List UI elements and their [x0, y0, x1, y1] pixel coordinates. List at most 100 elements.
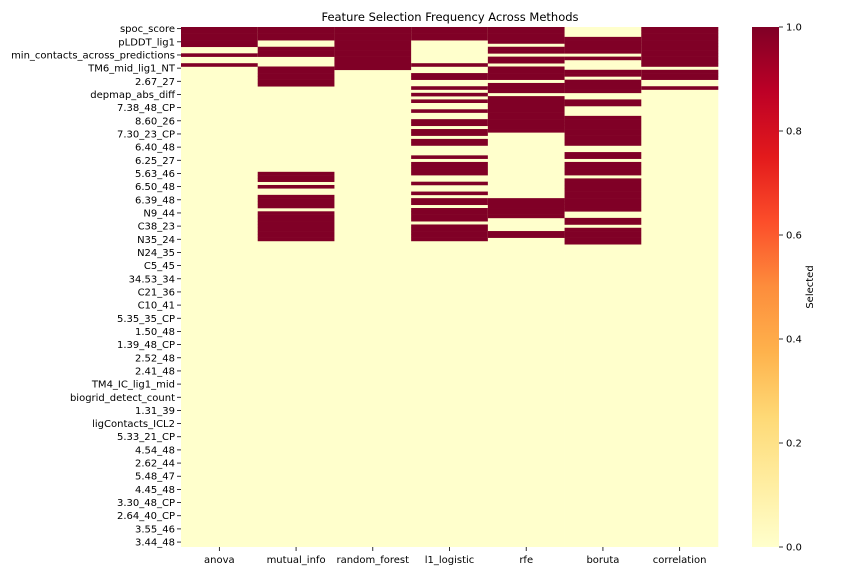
selected-cell: [411, 119, 489, 123]
selected-cell: [411, 191, 489, 196]
selected-cell: [564, 181, 642, 186]
y-tick-label: 8.60_26: [135, 116, 175, 127]
column-random-forest: [334, 27, 412, 547]
selected-cell: [334, 59, 412, 64]
y-tick-label: 2.64_40_CP: [117, 511, 175, 522]
selected-cell: [411, 92, 489, 97]
selected-cell: [487, 59, 565, 64]
selected-cell: [487, 36, 565, 41]
x-tick-label: l1_logistic: [425, 555, 475, 566]
colorbar-ticks: 0.0 0.2 0.4 0.6 0.8 1.0: [779, 23, 802, 554]
selected-cell: [181, 30, 259, 34]
selected-cell: [334, 50, 412, 54]
selected-cell: [411, 138, 489, 143]
selected-cell: [487, 119, 565, 123]
selected-cell: [257, 227, 335, 232]
selected-cell: [411, 165, 489, 169]
y-tick-label: C10_41: [138, 301, 175, 312]
selected-cell: [641, 76, 719, 80]
selected-cell: [257, 178, 335, 182]
selected-cell: [564, 99, 642, 103]
selected-cell: [487, 46, 565, 51]
selected-cell: [641, 50, 719, 54]
y-tick-label: 2.62_44: [135, 459, 175, 470]
selected-cell: [641, 59, 719, 64]
selected-cell: [641, 46, 719, 51]
selected-cell: [257, 171, 335, 176]
selected-cell: [257, 46, 335, 51]
selected-cell: [411, 63, 489, 67]
selected-cell: [257, 194, 335, 199]
selected-cell: [564, 152, 642, 156]
selected-cell: [411, 214, 489, 219]
selected-cell: [181, 43, 259, 48]
selected-cell: [181, 33, 259, 38]
selected-cell: [334, 46, 412, 51]
selected-cell: [411, 132, 489, 136]
selected-cell: [334, 36, 412, 41]
y-tick-label: 5.33_21_CP: [117, 432, 175, 443]
selected-cell: [257, 231, 335, 235]
selected-cell: [564, 129, 642, 133]
y-tick-label: N24_35: [137, 248, 175, 259]
selected-cell: [257, 237, 335, 242]
selected-cell: [564, 135, 642, 140]
selected-cell: [334, 33, 412, 38]
y-tick-label: 3.30_48_CP: [117, 498, 175, 509]
y-tick-label: 2.41_48: [135, 366, 175, 377]
selected-cell: [257, 221, 335, 225]
selected-cell: [641, 73, 719, 77]
selected-cell: [487, 105, 565, 110]
colorbar-tick-label: 0.4: [786, 335, 802, 346]
selected-cell: [487, 40, 565, 44]
selected-cell: [411, 73, 489, 77]
selected-cell: [257, 66, 335, 71]
selected-cell: [411, 237, 489, 242]
selected-cell: [487, 50, 565, 54]
selected-cell: [257, 234, 335, 238]
selected-cell: [564, 115, 642, 120]
selected-cell: [564, 194, 642, 199]
selected-cell: [334, 56, 412, 61]
y-tick-label: TM4_IC_lig1_mid: [91, 380, 175, 391]
selected-cell: [564, 191, 642, 196]
selected-cell: [257, 33, 335, 38]
selected-cell: [257, 201, 335, 206]
selected-cell: [411, 168, 489, 173]
selected-cell: [641, 33, 719, 38]
selected-cell: [564, 56, 642, 61]
selected-cell: [564, 40, 642, 44]
selected-cell: [564, 142, 642, 146]
selected-cell: [487, 56, 565, 61]
selected-cell: [257, 30, 335, 34]
selected-cell: [257, 198, 335, 202]
selected-cell: [487, 208, 565, 212]
selected-cell: [564, 69, 642, 74]
selected-cell: [411, 155, 489, 159]
selected-cell: [641, 63, 719, 67]
selected-cell: [487, 66, 565, 71]
selected-cell: [564, 188, 642, 192]
selected-cell: [487, 112, 565, 117]
selected-cell: [257, 82, 335, 87]
selected-cell: [487, 125, 565, 130]
selected-cell: [641, 69, 719, 74]
selected-cell: [564, 155, 642, 159]
selected-cell: [564, 198, 642, 202]
y-tick-label: C38_23: [138, 222, 175, 233]
y-tick-label: 6.50_48: [135, 182, 175, 193]
column-correlation: [641, 27, 719, 547]
y-tick-label: 5.63_46: [135, 169, 175, 180]
y-axis-ticks: spoc_score pLDDT_lig1 min_contacts_across_…: [11, 24, 181, 549]
selected-cell: [564, 73, 642, 77]
y-tick-label: 34.53_34: [129, 274, 175, 285]
selected-cell: [487, 99, 565, 103]
y-tick-label: 5.35_35_CP: [117, 314, 175, 325]
selected-cell: [411, 234, 489, 238]
selected-cell: [411, 33, 489, 38]
column-boruta: [564, 27, 642, 547]
selected-cell: [487, 33, 565, 38]
selected-cell: [411, 171, 489, 176]
selected-cell: [641, 27, 719, 31]
